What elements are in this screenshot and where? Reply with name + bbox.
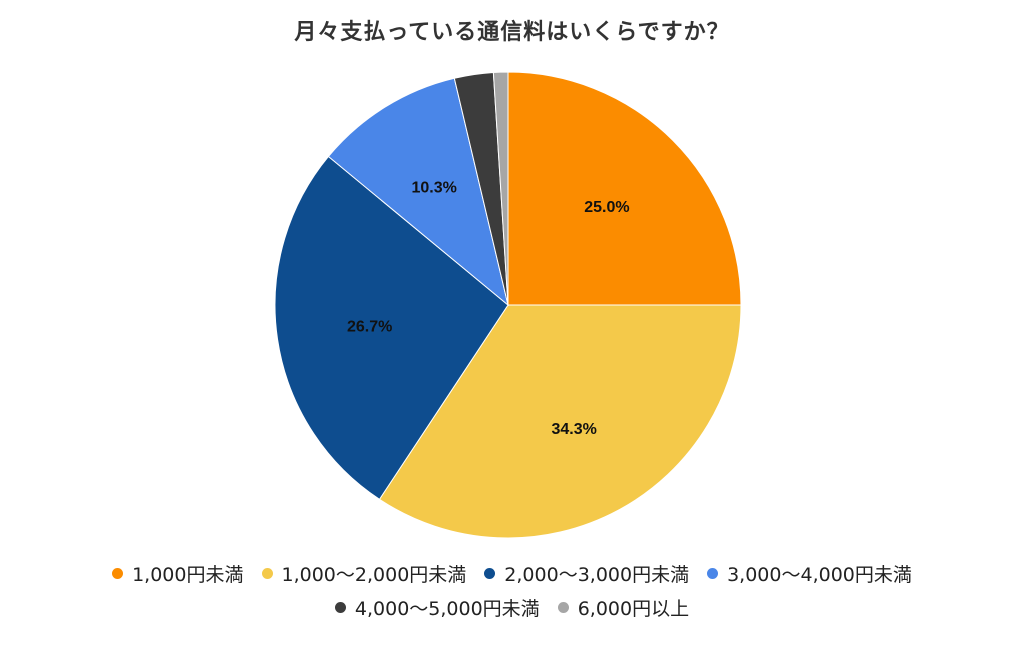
legend-item-5: 6,000円以上 [557,594,690,621]
pie-label-0: 25.0% [584,199,629,216]
pie-label-2: 26.7% [347,319,392,336]
pie-slices [274,71,742,539]
legend-item-0: 1,000円未満 [112,560,244,587]
legend-row-2: 4,000〜5,000円未満 6,000円以上 [0,594,1024,621]
pie-label-3: 10.3% [412,179,457,196]
legend-dot-1 [261,568,273,579]
legend-label-5: 6,000円以上 [577,598,690,620]
pie-slice-0 [507,71,742,306]
legend-item-3: 3,000〜4,000円未満 [707,560,912,587]
legend-dot-3 [707,568,719,579]
legend-dot-5 [557,602,569,613]
legend-label-3: 3,000〜4,000円未満 [727,564,912,586]
legend-label-0: 1,000円未満 [132,564,244,586]
pie-slice-5 [492,71,509,306]
legend-label-1: 1,000〜2,000円未満 [281,564,467,586]
legend-item-2: 2,000〜3,000円未満 [484,560,689,587]
legend-label-2: 2,000〜3,000円未満 [504,564,690,586]
legend-label-4: 4,000〜5,000円未満 [354,598,540,620]
chart-title: 月々支払っている通信料はいくらですか？ [294,20,730,45]
pie-slice-3 [327,77,509,307]
pie-labels: 25.0% 34.3% 26.7% 10.3% [347,179,630,438]
legend-dot-4 [334,602,346,613]
legend-dot-2 [484,568,496,579]
pie-slice-2 [274,155,509,501]
legend-item-4: 4,000〜5,000円未満 [334,594,540,621]
legend-row-1: 1,000円未満 1,000〜2,000円未満 2,000〜3,000円未満 3,00… [0,560,1024,587]
legend-dot-0 [112,568,124,579]
legend-item-1: 1,000〜2,000円未満 [261,560,467,587]
pie-label-1: 34.3% [552,421,597,438]
